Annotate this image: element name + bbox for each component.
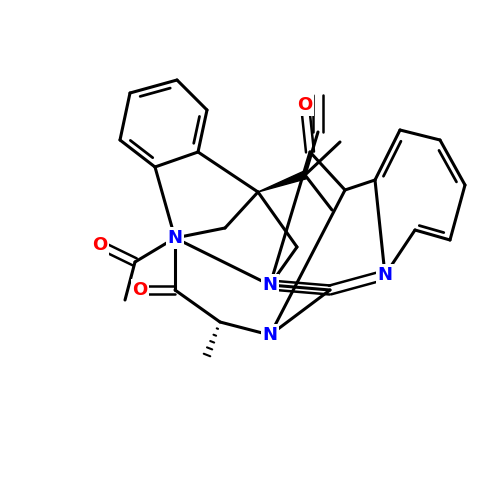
Text: N: N [168,229,182,247]
Text: N: N [262,326,278,344]
Text: O: O [92,236,108,254]
Text: N: N [378,266,392,284]
Text: O: O [132,281,148,299]
Text: N: N [262,276,278,294]
Polygon shape [258,171,306,192]
Text: O: O [298,96,312,114]
